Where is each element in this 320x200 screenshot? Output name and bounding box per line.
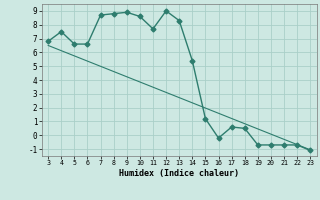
X-axis label: Humidex (Indice chaleur): Humidex (Indice chaleur): [119, 169, 239, 178]
